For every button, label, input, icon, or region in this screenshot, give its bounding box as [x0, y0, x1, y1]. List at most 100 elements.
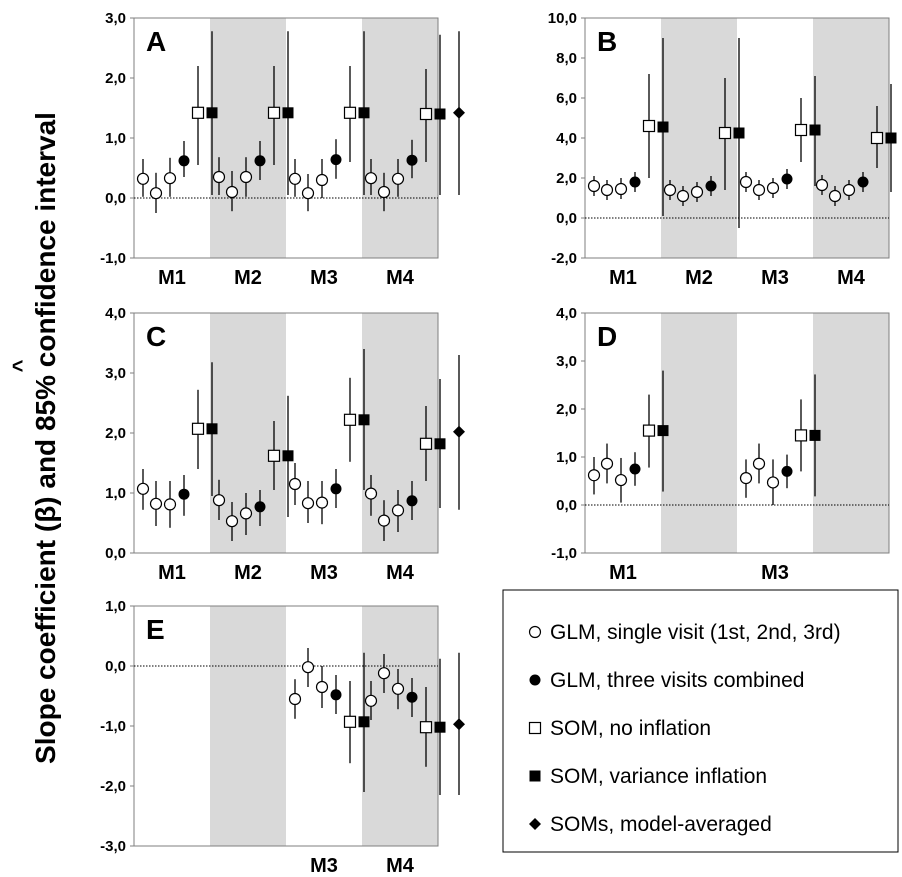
data-point	[842, 183, 856, 197]
data-point	[315, 173, 329, 187]
data-point	[391, 172, 405, 185]
y-tick-label: 4,0	[556, 305, 577, 322]
data-point	[301, 497, 315, 510]
data-point	[752, 183, 766, 197]
data-point	[663, 183, 677, 197]
category-label: M1	[609, 267, 637, 289]
legend-marker	[528, 625, 542, 639]
data-point	[377, 185, 391, 199]
category-label: M4	[386, 267, 415, 289]
data-point	[642, 119, 656, 133]
data-point	[282, 107, 294, 119]
legend-marker	[529, 674, 541, 686]
data-point	[391, 682, 405, 695]
y-tick-label: 1,0	[105, 485, 126, 502]
data-point	[315, 680, 329, 694]
data-point	[614, 182, 628, 196]
category-label: M4	[386, 855, 415, 877]
data-point	[267, 449, 281, 462]
category-label: M3	[310, 855, 338, 877]
panel-letter: C	[146, 321, 166, 352]
data-point	[733, 127, 745, 139]
y-tick-label: -1,0	[100, 250, 126, 267]
data-point	[809, 429, 821, 441]
data-point	[406, 154, 418, 166]
data-point	[657, 425, 669, 437]
category-label: M3	[310, 562, 338, 584]
data-point	[343, 715, 357, 728]
legend-label: GLM, single visit (1st, 2nd, 3rd)	[550, 621, 841, 644]
data-point	[642, 424, 656, 437]
data-point	[600, 457, 614, 470]
y-tick-label: -2,0	[100, 778, 126, 795]
y-tick-label: 1,0	[105, 130, 126, 147]
y-tick-label: 3,0	[105, 10, 126, 27]
data-point	[191, 422, 205, 435]
y-tick-label: 6,0	[556, 90, 577, 107]
data-point	[419, 107, 433, 121]
legend: GLM, single visit (1st, 2nd, 3rd) GLM, th…	[502, 589, 899, 853]
data-point	[781, 173, 793, 185]
category-label: M3	[761, 562, 789, 584]
data-point	[343, 106, 357, 119]
data-point	[434, 438, 446, 450]
y-tick-label: 10,0	[548, 10, 577, 27]
data-point	[434, 108, 446, 120]
category-label: M2	[685, 267, 713, 289]
category-label: M1	[609, 562, 637, 584]
panel-D: -1,0 0,0 1,0 2,0 3,0 4,0 M1 M3 D	[551, 305, 890, 584]
data-point	[330, 483, 342, 495]
shaded-column	[210, 606, 286, 846]
panels: -1,0 0,0 1,0 2,0 3,0 M1 M2 M3 M4 A -2,0 0,0 2,0 4,0 6,…	[100, 10, 897, 877]
data-point	[288, 692, 302, 706]
y-axis-label-hat: ^	[8, 359, 33, 372]
data-point	[191, 106, 205, 119]
data-point	[857, 176, 869, 188]
plot-frame	[584, 312, 890, 554]
data-point	[330, 154, 342, 166]
data-point	[614, 473, 628, 487]
panel-A: -1,0 0,0 1,0 2,0 3,0 M1 M2 M3 M4 A	[100, 10, 465, 289]
data-point	[301, 661, 315, 674]
data-point	[343, 413, 357, 426]
legend-label: GLM, three visits combined	[550, 669, 804, 692]
category-label: M3	[310, 267, 338, 289]
y-tick-label: 0,0	[105, 190, 126, 207]
data-point	[212, 494, 226, 507]
shaded-column	[661, 313, 737, 553]
data-point	[206, 423, 218, 435]
legend-marker	[528, 721, 542, 735]
data-point	[178, 488, 190, 500]
data-point	[766, 476, 780, 489]
data-point	[885, 132, 897, 144]
data-point	[419, 437, 433, 450]
data-point	[453, 106, 465, 119]
shaded-column	[210, 18, 286, 258]
data-point	[781, 465, 793, 477]
data-point	[178, 155, 190, 167]
data-point	[301, 187, 315, 200]
shaded-column	[813, 313, 889, 553]
data-point	[358, 414, 370, 426]
data-point	[815, 178, 829, 192]
y-tick-label: 3,0	[105, 365, 126, 382]
category-label: M4	[837, 267, 866, 289]
data-point	[254, 155, 266, 167]
data-point	[587, 469, 601, 482]
y-tick-label: 0,0	[556, 210, 577, 227]
panel-letter: A	[146, 26, 166, 57]
y-axis-label: Slope coefficient (β) and 85% confidence…	[30, 112, 61, 764]
legend-marker	[529, 770, 541, 782]
legend-box	[502, 589, 899, 853]
data-point	[870, 131, 884, 145]
data-point	[163, 172, 177, 185]
category-label: M2	[234, 267, 262, 289]
panel-letter: E	[146, 614, 165, 645]
panel-E: -3,0 -2,0 -1,0 0,0 1,0 M3 M4 E	[100, 598, 465, 877]
data-point	[206, 107, 218, 119]
category-label: M1	[158, 267, 186, 289]
legend-label: SOM, variance inflation	[550, 765, 767, 788]
legend-marker	[529, 818, 541, 830]
y-tick-label: 0,0	[105, 545, 126, 562]
